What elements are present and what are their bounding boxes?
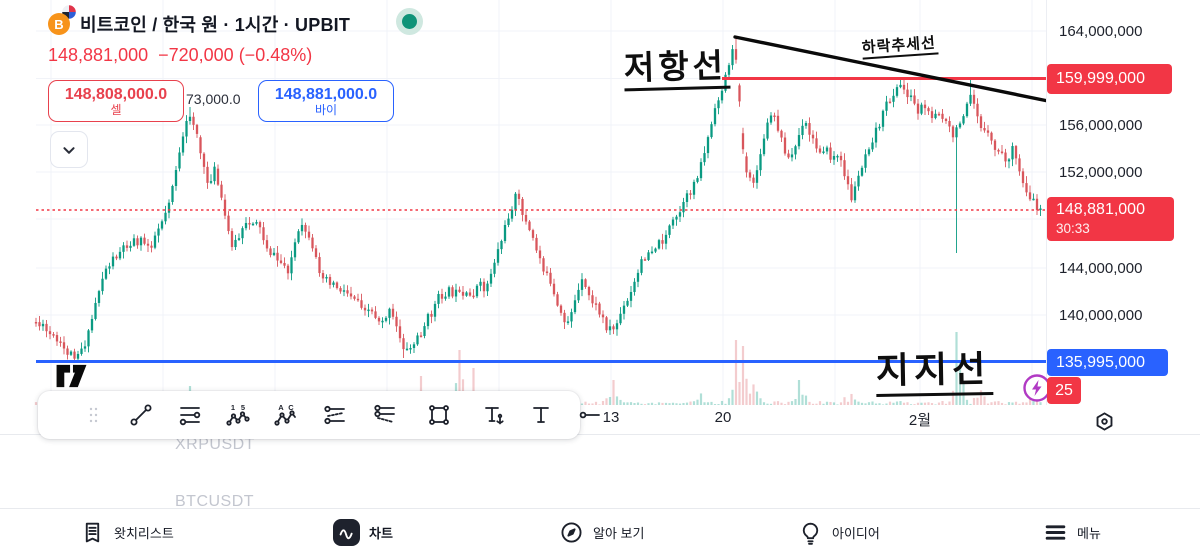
- ghost-symbol-row: BTCUSDT: [175, 493, 255, 510]
- nav-label: 왓치리스트: [114, 525, 174, 541]
- y-axis-label: 140,000,000: [1059, 307, 1143, 324]
- svg-text:1: 1: [231, 403, 235, 412]
- current-price-label: 148,881,000 30:33: [1047, 197, 1174, 241]
- nav-label: 메뉴: [1077, 525, 1101, 541]
- nav-label: 차트: [369, 525, 393, 541]
- y-axis-label: 164,000,000: [1059, 23, 1143, 40]
- nav-item-idea[interactable]: 아이디어: [798, 509, 880, 554]
- drag-handle-icon[interactable]: [82, 403, 106, 427]
- text-icon[interactable]: [529, 403, 553, 427]
- scale-settings-icon[interactable]: [1092, 409, 1117, 434]
- nav-item-watchlist[interactable]: 왓치리스트: [80, 509, 174, 554]
- nav-item-chart[interactable]: 차트: [333, 509, 393, 554]
- explore-icon: [559, 520, 584, 545]
- trend-line-icon[interactable]: [129, 403, 153, 427]
- svg-text:A: A: [278, 403, 284, 412]
- parallel-channel-icon[interactable]: [323, 403, 347, 427]
- anchored-text-icon[interactable]: [482, 403, 506, 427]
- watchlist-icon: [80, 520, 105, 545]
- bottom-nav: 왓치리스트 차트 알아 보기 아이디어 메뉴: [0, 508, 1200, 554]
- rectangle-icon[interactable]: [427, 403, 451, 427]
- y-axis-label: 152,000,000: [1059, 164, 1143, 181]
- buy-price: 148,881,000.0: [274, 85, 378, 103]
- bitcoin-icon: B: [48, 13, 70, 35]
- support-annotation[interactable]: 지지선: [876, 348, 994, 398]
- horizontal-lines-icon[interactable]: [178, 403, 202, 427]
- symbol-logo: B: [48, 4, 82, 38]
- support-price-label: 135,995,000: [1047, 349, 1168, 376]
- nav-item-menu[interactable]: 메뉴: [1043, 509, 1101, 554]
- chart-icon: [333, 518, 360, 546]
- bar-countdown: 30:33: [1056, 221, 1090, 236]
- nav-label: 아이디어: [832, 525, 880, 541]
- flat-channel-icon[interactable]: [373, 403, 397, 427]
- green-dot: [402, 14, 417, 29]
- spread-value: 73,000.0: [186, 91, 241, 107]
- menu-icon: [1043, 520, 1068, 545]
- ghost-symbol-row: XRPUSDT: [175, 436, 255, 453]
- sell-button[interactable]: 148,808,000.0 셀: [48, 80, 184, 122]
- y-axis-label: 144,000,000: [1059, 260, 1143, 277]
- resistance-annotation[interactable]: 저항선: [623, 47, 731, 92]
- buy-label: 바이: [314, 102, 338, 117]
- y-axis-label: 156,000,000: [1059, 117, 1143, 134]
- tradingview-logo: [56, 364, 87, 388]
- resistance-price-label: 159,999,000: [1047, 64, 1172, 94]
- svg-text:5: 5: [241, 403, 245, 412]
- chart-toolbar: B BTCKRW 1시간: [0, 455, 1200, 508]
- nav-item-explore[interactable]: 알아 보기: [559, 509, 644, 554]
- market-status-dot[interactable]: [396, 8, 423, 35]
- x-axis-label: 20: [714, 409, 732, 426]
- x-axis-label: 2월: [908, 412, 932, 429]
- price-chart[interactable]: [0, 0, 1050, 445]
- x-axis-label: 13: [602, 409, 620, 426]
- nav-label: 알아 보기: [593, 525, 645, 541]
- price-scale[interactable]: 159,999,000 148,881,000 30:33 135,995,00…: [1046, 0, 1200, 405]
- notification-count-badge: 25: [1047, 377, 1081, 404]
- collapse-header-button[interactable]: [50, 131, 88, 168]
- price-change: −720,000 (−0.48%): [158, 45, 313, 65]
- idea-icon: [798, 520, 823, 545]
- svg-text:C: C: [288, 403, 294, 412]
- sell-label: 셀: [110, 102, 122, 117]
- chevron-down-icon: [63, 146, 75, 154]
- horizontal-ray-icon[interactable]: [578, 403, 602, 427]
- buy-button[interactable]: 148,881,000.0 바이: [258, 80, 394, 122]
- last-price: 148,881,000: [48, 45, 149, 65]
- symbol-title[interactable]: 비트코인 / 한국 원 · 1시간 · UPBIT: [80, 15, 351, 35]
- sell-price: 148,808,000.0: [64, 85, 168, 103]
